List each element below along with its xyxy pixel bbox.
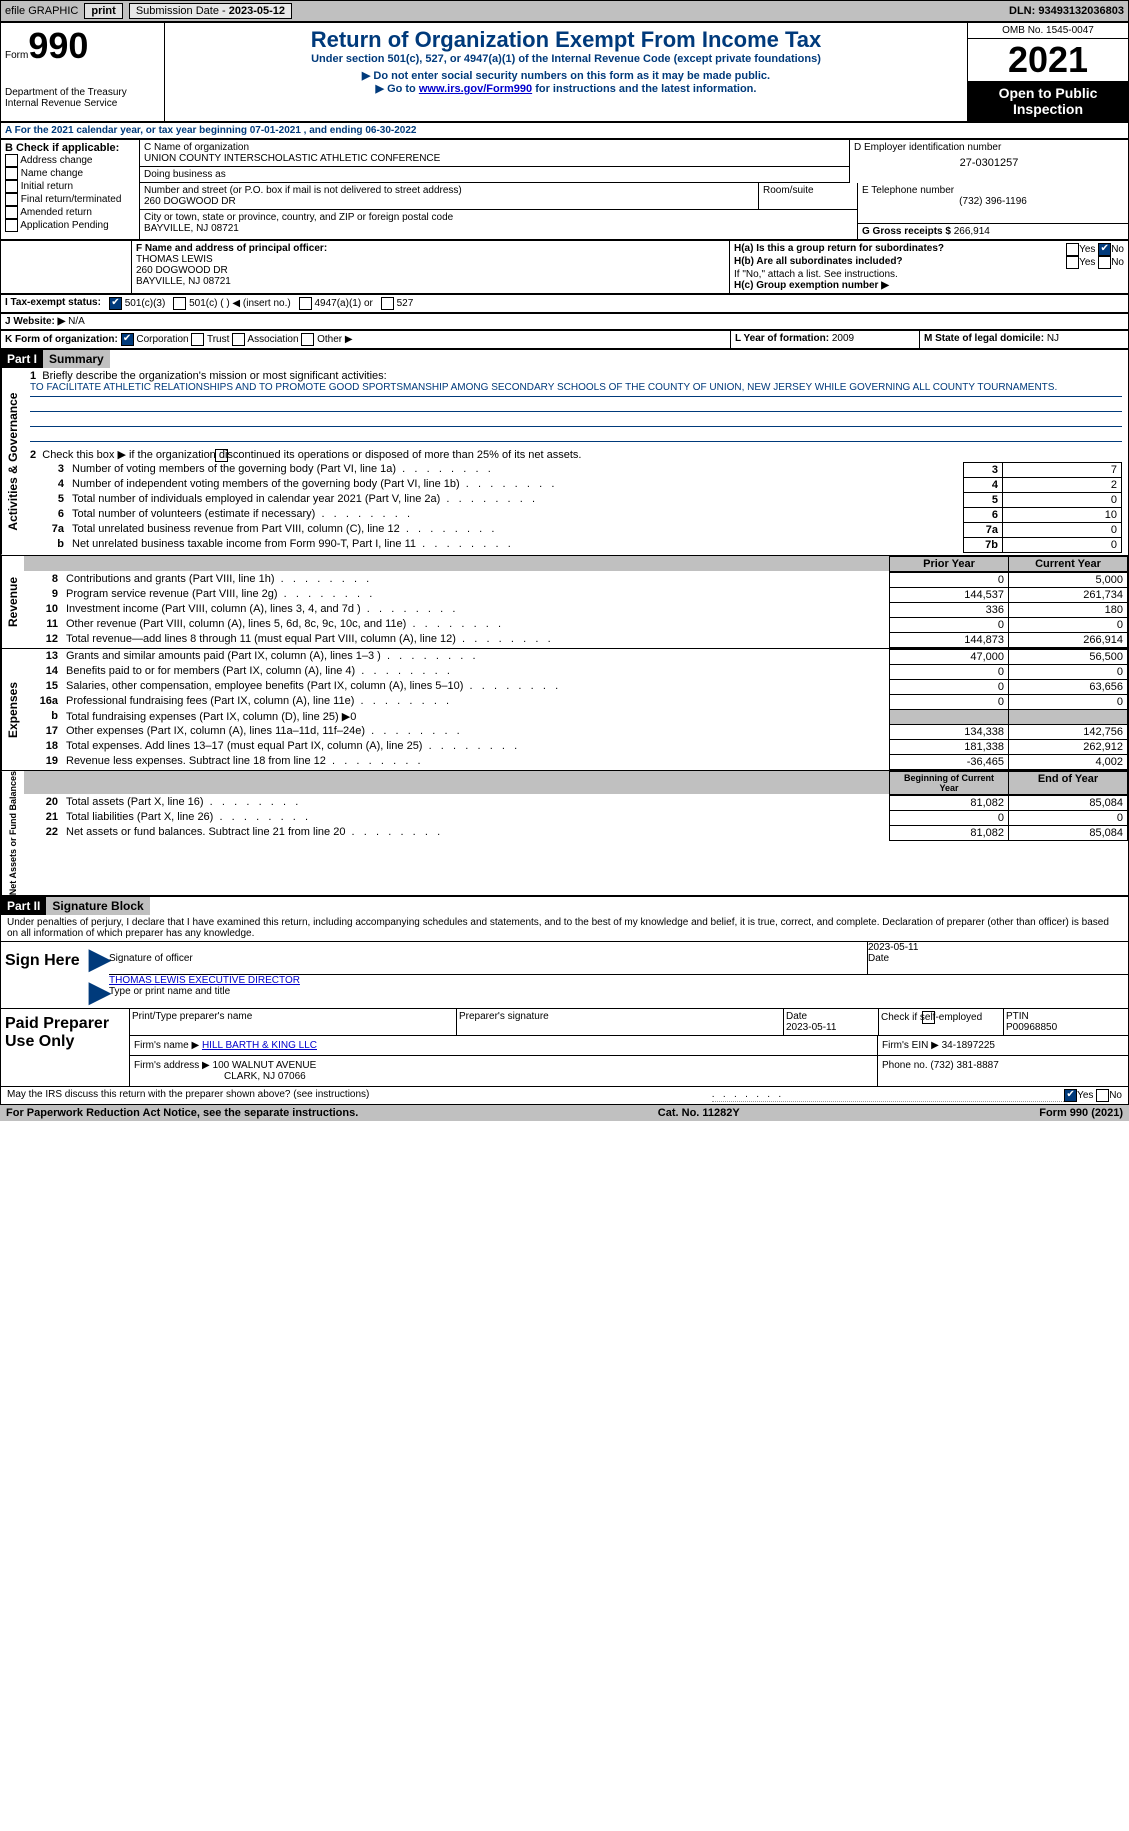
topbar: efile GRAPHIC print Submission Date - 20…: [0, 0, 1129, 22]
form-title: Return of Organization Exempt From Incom…: [171, 27, 961, 53]
city-state-zip: BAYVILLE, NJ 08721: [144, 223, 239, 234]
hb-no[interactable]: [1098, 256, 1111, 269]
b-check[interactable]: [5, 219, 18, 232]
footer: For Paperwork Reduction Act Notice, see …: [0, 1105, 1129, 1121]
hb-yes[interactable]: [1066, 256, 1079, 269]
b-check[interactable]: [5, 206, 18, 219]
k-check[interactable]: [191, 333, 204, 346]
section-bcdefg: B Check if applicable: Address change Na…: [0, 139, 1129, 240]
penalties-text: Under penalties of perjury, I declare th…: [1, 915, 1128, 941]
sidebar-expenses: Expenses: [1, 649, 24, 770]
discuss-no[interactable]: [1096, 1089, 1109, 1102]
print-button[interactable]: print: [84, 3, 122, 19]
street-address: 260 DOGWOOD DR: [144, 196, 236, 207]
discontinued-check[interactable]: [215, 449, 228, 462]
discuss-yes[interactable]: ✔: [1064, 1089, 1077, 1102]
part-ii: Part IISignature Block Under penalties o…: [0, 896, 1129, 1105]
inspection-box: Open to Public Inspection: [968, 81, 1128, 121]
ptin: P00968850: [1006, 1022, 1057, 1033]
section-klm: K Form of organization: ✔ Corporation Tr…: [0, 330, 1129, 349]
org-name: UNION COUNTY INTERSCHOLASTIC ATHLETIC CO…: [144, 153, 440, 164]
officer-name-link[interactable]: THOMAS LEWIS EXECUTIVE DIRECTOR: [109, 975, 300, 986]
b-check[interactable]: [5, 180, 18, 193]
ein: 27-0301257: [854, 153, 1124, 173]
omb: OMB No. 1545-0047: [968, 23, 1128, 39]
ha-no[interactable]: ✔: [1098, 243, 1111, 256]
b-check[interactable]: [5, 154, 18, 167]
paid-preparer-label: Paid Preparer Use Only: [1, 1009, 129, 1086]
website: N/A: [68, 316, 85, 327]
sidebar-activities: Activities & Governance: [1, 368, 24, 555]
k-check[interactable]: ✔: [121, 333, 134, 346]
mission-text: TO FACILITATE ATHLETIC RELATIONSHIPS AND…: [30, 382, 1122, 397]
dept-label: Department of the Treasury Internal Reve…: [5, 87, 160, 109]
501c3-check[interactable]: ✔: [109, 297, 122, 310]
tax-year: 2021: [968, 39, 1128, 81]
sign-here-label: Sign Here: [1, 942, 89, 1008]
sidebar-revenue: Revenue: [1, 556, 24, 648]
section-j: J Website: ▶ N/A: [0, 313, 1129, 330]
section-fh: F Name and address of principal officer:…: [0, 240, 1129, 294]
self-employed-check[interactable]: [922, 1011, 935, 1024]
irs-link[interactable]: www.irs.gov/Form990: [419, 83, 532, 95]
form-header: Form990 Department of the Treasury Inter…: [0, 22, 1129, 122]
firm-name-link[interactable]: HILL BARTH & KING LLC: [202, 1040, 317, 1051]
part-i: Part ISummary Activities & Governance 1 …: [0, 349, 1129, 896]
submission-date: Submission Date - 2023-05-12: [129, 3, 292, 19]
section-i: I Tax-exempt status: ✔ 501(c)(3) 501(c) …: [0, 294, 1129, 313]
k-check[interactable]: [232, 333, 245, 346]
b-check[interactable]: [5, 193, 18, 206]
period-line: A For the 2021 calendar year, or tax yea…: [0, 122, 1129, 139]
ha-yes[interactable]: [1066, 243, 1079, 256]
k-check[interactable]: [301, 333, 314, 346]
efile-label: efile GRAPHIC: [5, 5, 78, 17]
b-check[interactable]: [5, 167, 18, 180]
form-number: 990: [28, 25, 88, 66]
gross-receipts: 266,914: [954, 226, 990, 237]
dln: DLN: 93493132036803: [1009, 5, 1124, 17]
sidebar-net: Net Assets or Fund Balances: [1, 771, 24, 895]
phone: (732) 396-1196: [862, 196, 1124, 207]
